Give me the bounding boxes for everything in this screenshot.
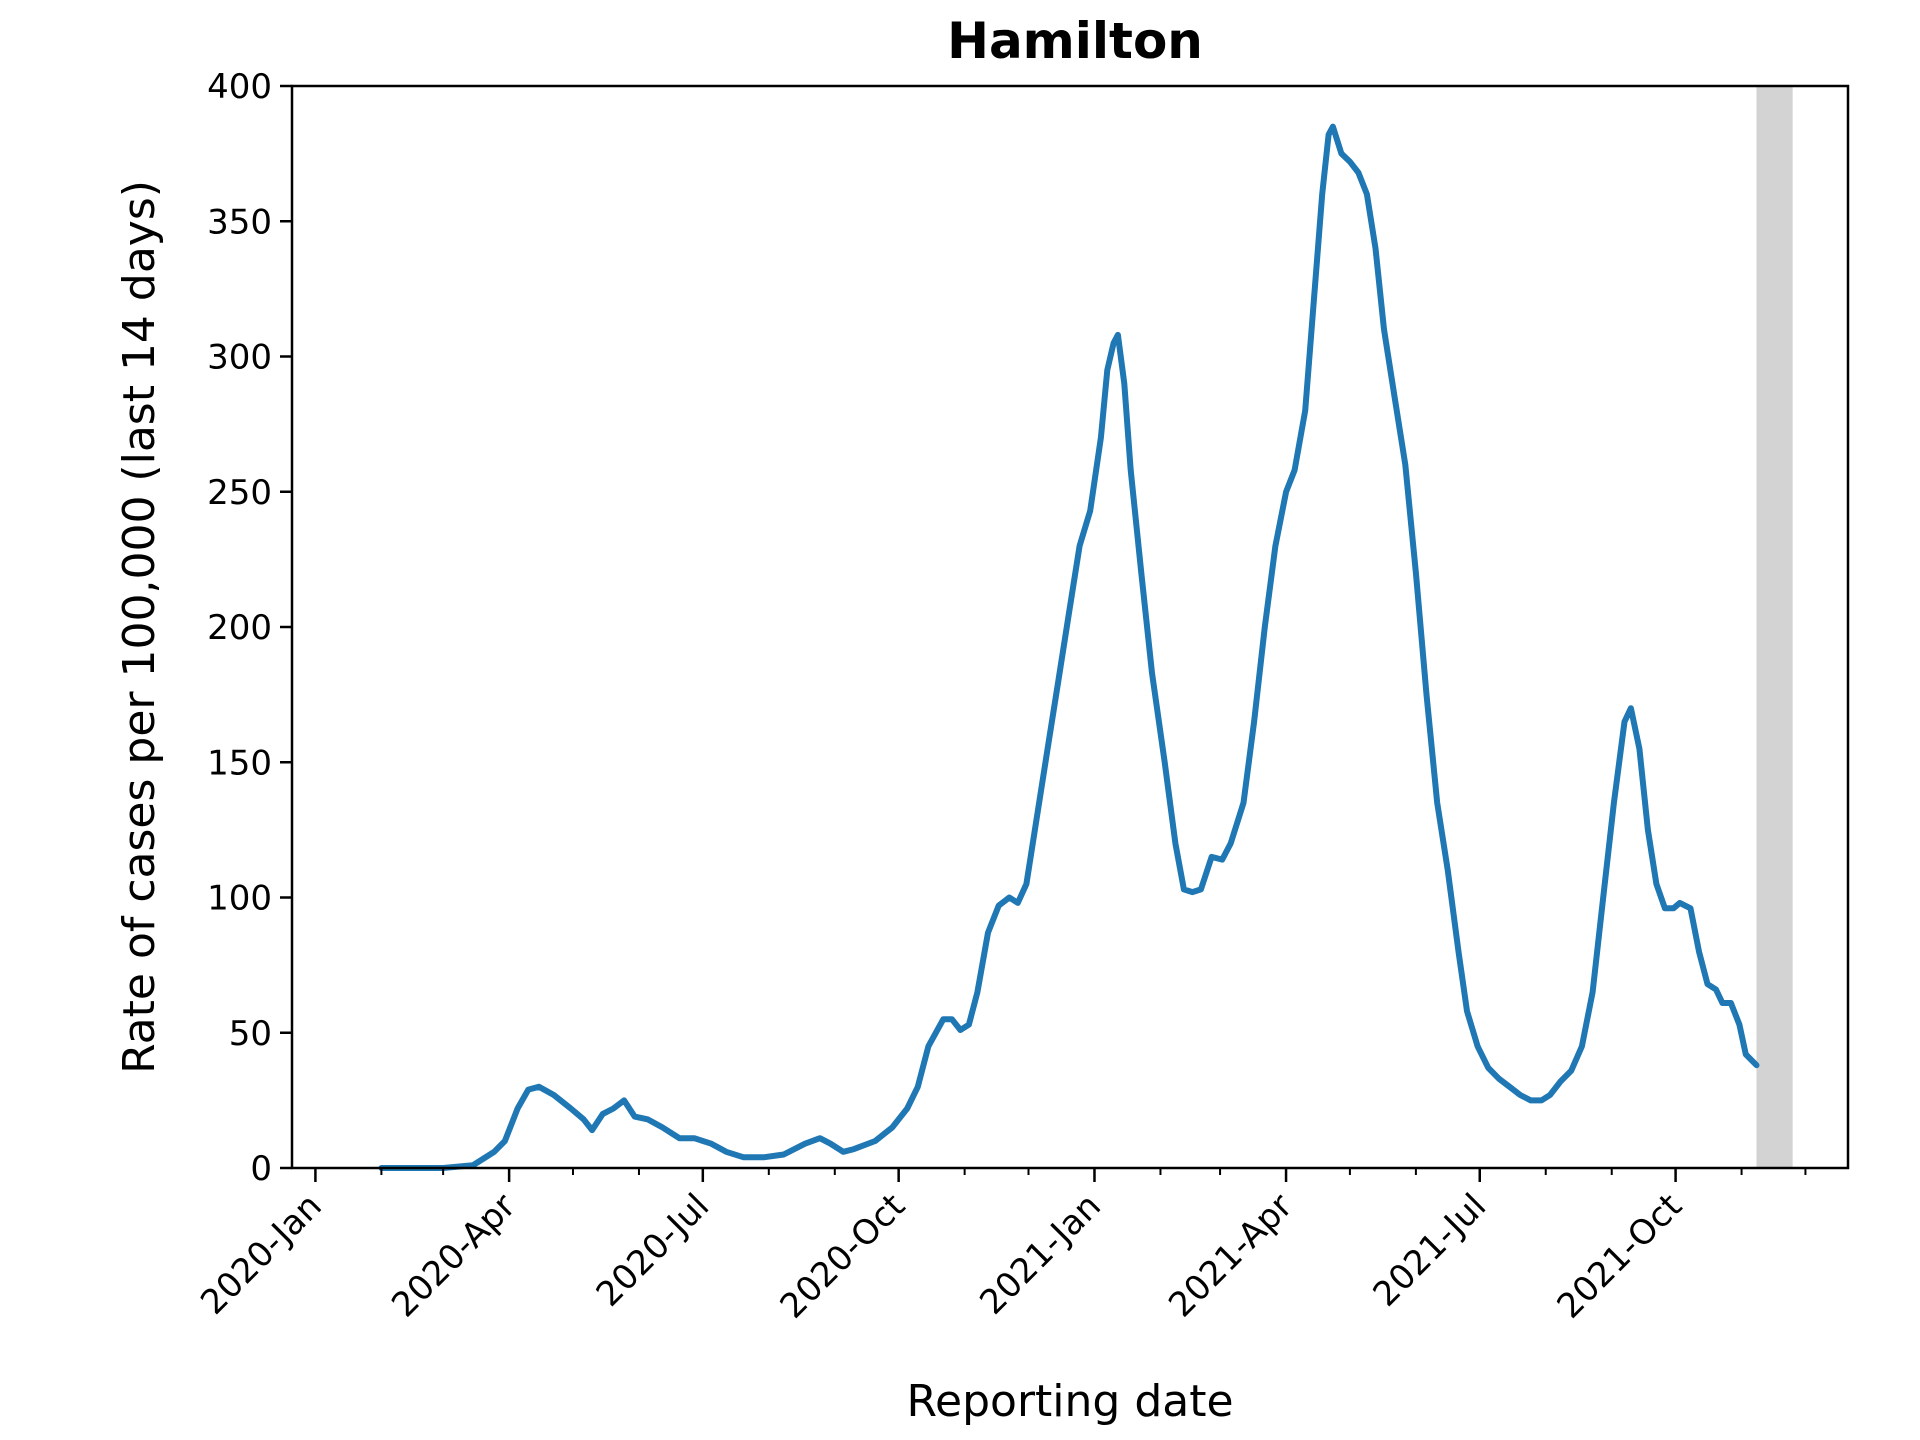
y-tick-label: 250 (207, 473, 272, 513)
series-line-0 (378, 123, 1760, 1171)
x-tick-label: 2021-Jul (1366, 1186, 1494, 1314)
y-tick-label: 200 (207, 608, 272, 648)
x-tick-label: 2020-Jul (589, 1186, 717, 1314)
chart-title: Hamilton (947, 12, 1203, 70)
shaded-region (1756, 86, 1793, 1168)
y-tick-label: 300 (207, 338, 272, 378)
x-axis-label: Reporting date (906, 1376, 1233, 1427)
x-tick-label: 2021-Oct (1550, 1186, 1690, 1326)
y-axis-label: Rate of cases per 100,000 (last 14 days) (114, 180, 165, 1074)
x-tick-label: 2021-Jan (972, 1186, 1109, 1323)
y-tick-label: 0 (250, 1149, 272, 1189)
y-axis: 0 50 100 150 200 250 300 350 400 (207, 67, 292, 1189)
x-tick-label: 2021-Apr (1161, 1186, 1300, 1325)
y-tick-label: 350 (207, 202, 272, 242)
x-tick-label: 2020-Oct (773, 1186, 913, 1326)
plot-frame (290, 84, 1850, 1170)
y-tick-label: 100 (207, 879, 272, 919)
plot-area (378, 86, 1793, 1171)
x-tick-label: 2020-Jan (193, 1186, 330, 1323)
y-tick-label: 150 (207, 743, 272, 783)
y-tick-label: 50 (229, 1014, 272, 1054)
x-axis: 2020-Jan 2020-Apr 2020-Jul 2020-Oct 2021-Jan… (193, 1168, 1807, 1326)
x-tick-label: 2020-Apr (384, 1186, 523, 1325)
y-tick-label: 400 (207, 67, 272, 107)
